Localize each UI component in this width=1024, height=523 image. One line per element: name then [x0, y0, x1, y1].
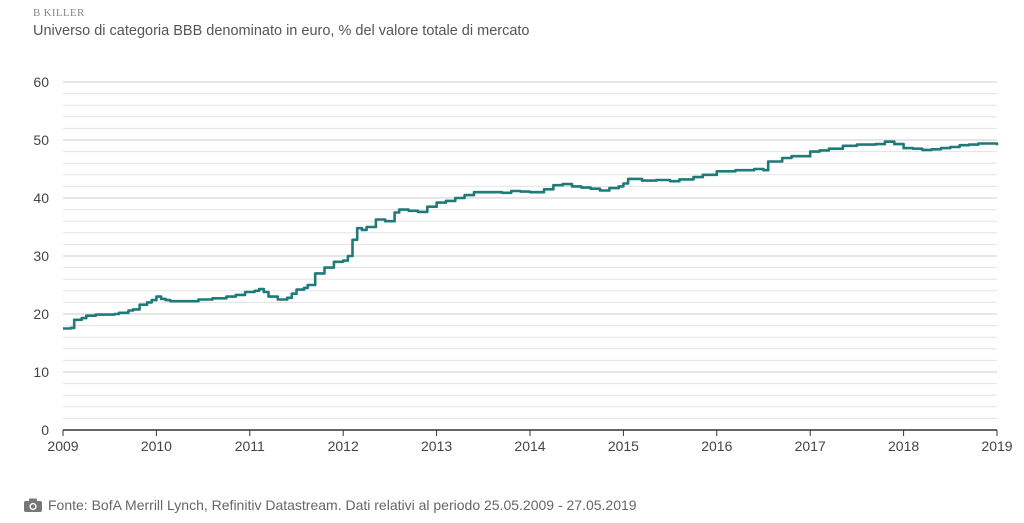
x-tick-label: 2009: [47, 438, 78, 454]
line-chart: 0 10 20 30 40 50 60 2009 2010 2011 2012 2013 2014 201…: [33, 74, 1012, 454]
y-tick-label: 10: [33, 364, 49, 380]
y-tick-label: 50: [33, 132, 49, 148]
x-tick-label: 2012: [328, 438, 359, 454]
x-tick-label: 2016: [701, 438, 732, 454]
y-tick-label: 0: [41, 422, 49, 438]
x-tick-label: 2014: [514, 438, 545, 454]
y-tick-label: 40: [33, 190, 49, 206]
source-note: Fonte: BofA Merrill Lynch, Refinitiv Dat…: [24, 497, 637, 513]
y-tick-label: 30: [33, 248, 49, 264]
camera-icon: [24, 498, 42, 512]
brand-kicker: B KILLER: [33, 7, 85, 19]
series-line: [63, 140, 999, 330]
source-text: Fonte: BofA Merrill Lynch, Refinitiv Dat…: [48, 497, 637, 513]
x-tick-label: 2015: [608, 438, 639, 454]
y-tick-label: 20: [33, 306, 49, 322]
chart-subtitle: Universo di categoria BBB denominato in …: [33, 23, 530, 39]
x-tick-label: 2011: [235, 438, 265, 454]
x-tick-label: 2017: [795, 438, 826, 454]
x-tick-label: 2013: [421, 438, 452, 454]
x-tick-label: 2019: [981, 438, 1012, 454]
x-tick-label: 2010: [141, 438, 172, 454]
y-tick-label: 60: [33, 74, 49, 90]
x-tick-label: 2018: [888, 438, 919, 454]
